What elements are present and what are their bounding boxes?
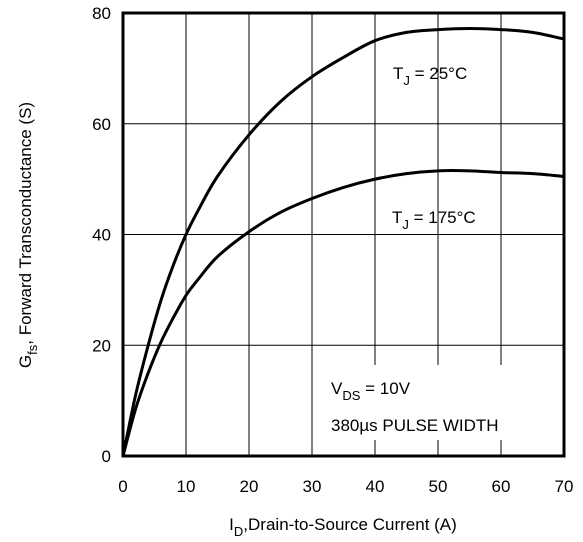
y-axis-title: Gfs, Forward Transconductance (S) (16, 102, 40, 368)
series-line-tj-175c (121, 169, 565, 457)
x-tick-label: 20 (240, 477, 259, 496)
y-tick-label: 0 (102, 447, 111, 466)
pulse-width-annotation: 380µs PULSE WIDTH (331, 416, 499, 435)
x-tick-label: 60 (492, 477, 511, 496)
annotation-backdrop (326, 365, 548, 440)
x-tick-label: 40 (366, 477, 385, 496)
y-tick-label: 20 (92, 336, 111, 355)
vds-annotation: VDS = 10V (331, 379, 411, 403)
plot-frame (121, 11, 566, 458)
x-axis-title: ID,Drain-to-Source Current (A) (229, 515, 457, 539)
y-tick-label: 80 (92, 4, 111, 23)
x-tick-label: 0 (118, 477, 127, 496)
series-layer (121, 27, 565, 457)
x-tick-label: 70 (555, 477, 574, 496)
series-line-tj-25c (121, 27, 565, 457)
x-tick-label: 50 (429, 477, 448, 496)
y-tick-label: 40 (92, 226, 111, 245)
series-label-175c: TJ = 175°C (392, 208, 476, 232)
x-tick-label: 30 (303, 477, 322, 496)
tick-label-layer: 0 10 20 30 40 50 60 70 0 20 40 60 80 (92, 4, 573, 496)
grid-layer (123, 13, 564, 456)
series-label-25c: TJ = 25°C (393, 64, 467, 88)
y-tick-label: 60 (92, 115, 111, 134)
x-tick-label: 10 (177, 477, 196, 496)
